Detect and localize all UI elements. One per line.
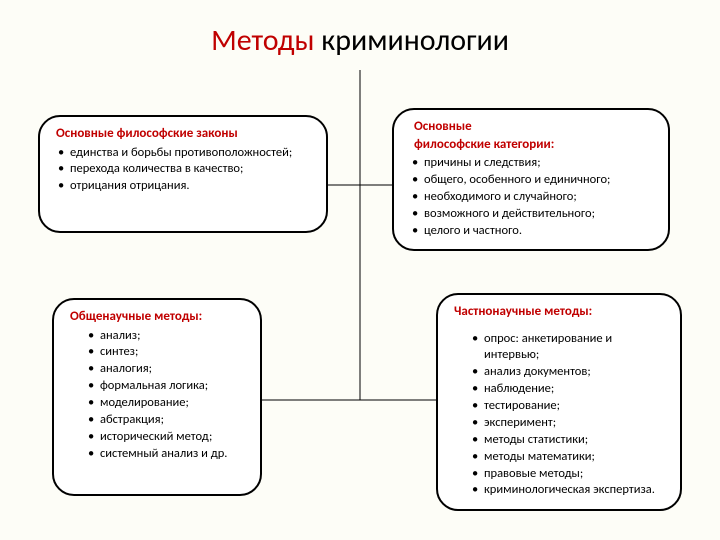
list-item: необходимого и случайного; bbox=[416, 189, 658, 206]
list-item: наблюдение; bbox=[476, 381, 670, 398]
list-item: целого и частного. bbox=[416, 223, 658, 240]
box-list: опрос: анкетирование и интервью;анализ д… bbox=[448, 331, 670, 500]
list-item: общего, особенного и единичного; bbox=[416, 172, 658, 189]
list-item: анализ документов; bbox=[476, 364, 670, 381]
list-item: методы статистики; bbox=[476, 432, 670, 449]
box-specific-methods: Частнонаучные методы: опрос: анкетирован… bbox=[436, 293, 682, 511]
list-item: моделирование; bbox=[92, 395, 250, 412]
list-item: системный анализ и др. bbox=[92, 446, 250, 463]
box-list: единства и борьбы противоположностей;пер… bbox=[50, 145, 316, 196]
list-item: отрицания отрицания. bbox=[62, 178, 316, 195]
title-part1: Методы bbox=[211, 22, 314, 59]
list-item: синтез; bbox=[92, 344, 250, 361]
box-general-methods: Общенаучные методы: анализ;синтез;аналог… bbox=[52, 298, 262, 496]
list-item: тестирование; bbox=[476, 398, 670, 415]
box-title: Основные философские категории: bbox=[404, 118, 658, 153]
list-item: методы математики; bbox=[476, 449, 670, 466]
title-part2: криминологии bbox=[315, 22, 509, 59]
box-list: анализ;синтез;аналогия;формальная логика… bbox=[64, 328, 250, 463]
list-item: перехода количества в качество; bbox=[62, 161, 316, 178]
list-item: возможного и действительного; bbox=[416, 206, 658, 223]
list-item: аналогия; bbox=[92, 361, 250, 378]
box-title: Частнонаучные методы: bbox=[448, 303, 670, 321]
list-item: причины и следствия; bbox=[416, 155, 658, 172]
list-item: опрос: анкетирование и интервью; bbox=[476, 331, 670, 365]
list-item: правовые методы; bbox=[476, 466, 670, 483]
box-title: Основные философские законы bbox=[50, 125, 316, 143]
list-item: исторический метод; bbox=[92, 429, 250, 446]
list-item: абстракция; bbox=[92, 412, 250, 429]
list-item: криминологическая экспертиза. bbox=[476, 482, 670, 499]
list-item: единства и борьбы противоположностей; bbox=[62, 145, 316, 162]
list-item: эксперимент; bbox=[476, 415, 670, 432]
page-title: Методы криминологии bbox=[0, 22, 720, 59]
list-item: формальная логика; bbox=[92, 378, 250, 395]
list-item: анализ; bbox=[92, 328, 250, 345]
box-philosophical-categories: Основные философские категории: причины … bbox=[392, 108, 670, 251]
box-philosophical-laws: Основные философские законы единства и б… bbox=[38, 115, 328, 233]
box-title: Общенаучные методы: bbox=[64, 308, 250, 326]
box-list: причины и следствия;общего, особенного и… bbox=[404, 155, 658, 239]
